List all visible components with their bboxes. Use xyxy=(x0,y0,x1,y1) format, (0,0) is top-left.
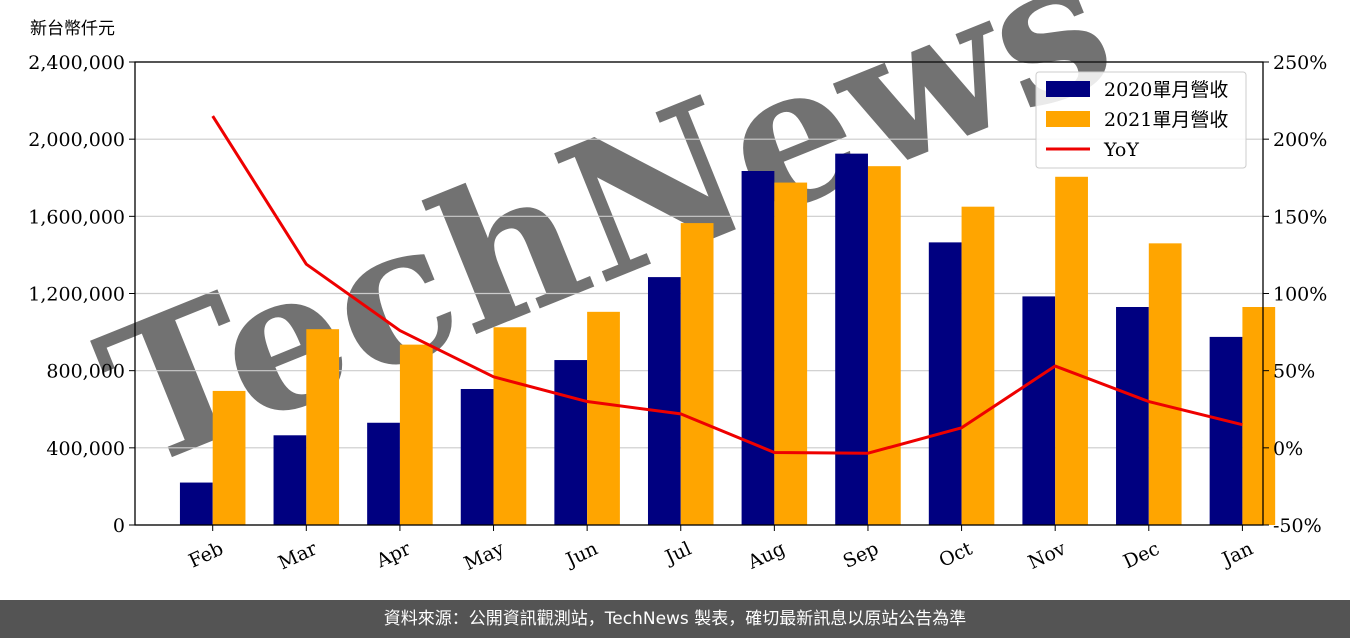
bar-2021 xyxy=(961,206,995,525)
bar-2021 xyxy=(680,223,714,525)
left-tick-label: 1,600,000 xyxy=(28,206,125,228)
bar-2020 xyxy=(367,422,400,525)
x-tick-label: Sep xyxy=(840,538,882,573)
bar-2021 xyxy=(1148,243,1182,525)
bar-2020 xyxy=(1116,307,1149,525)
bar-2020 xyxy=(647,277,681,525)
bar-2020 xyxy=(1209,336,1243,525)
yoy-line xyxy=(211,115,1243,455)
bar-2021 xyxy=(399,344,433,525)
x-tick-label: Jan xyxy=(1217,538,1256,572)
legend-label: YoY xyxy=(1103,139,1139,161)
source-footer: 資料來源：公開資訊觀測站，TechNews 製表，確切最新訊息以原站公告為準 xyxy=(0,600,1350,638)
right-tick-label: 100% xyxy=(1273,284,1327,306)
left-tick-label: 1,200,000 xyxy=(28,284,125,306)
right-tick-label: 0% xyxy=(1273,438,1303,460)
left-tick-label: 0 xyxy=(113,515,125,537)
bar-2021 xyxy=(867,166,901,526)
legend-label: 2020單月營收 xyxy=(1104,79,1228,101)
bar-2020 xyxy=(741,170,775,525)
revenue-chart: TechNews 0 -50%400,000 0%800,000 50%1,200,0… xyxy=(28,0,1327,575)
x-tick-label: May xyxy=(461,537,508,575)
bar-2021 xyxy=(774,182,808,525)
bar-2020 xyxy=(835,153,868,525)
legend-label: 2021單月營收 xyxy=(1104,109,1228,131)
x-tick-label: Mar xyxy=(275,537,321,574)
left-tick-label: 2,400,000 xyxy=(28,52,125,74)
yoy-line-group xyxy=(211,115,1243,455)
bar-2020 xyxy=(1022,296,1056,525)
x-tick-label: Oct xyxy=(936,537,976,571)
bar-2021 xyxy=(1242,307,1276,525)
bar-2020 xyxy=(179,482,213,525)
bar-2020 xyxy=(460,388,494,525)
bar-2021 xyxy=(1055,176,1088,526)
bar-2020 xyxy=(554,360,588,525)
bar-2021 xyxy=(306,329,340,525)
x-tick-label: Feb xyxy=(185,538,227,573)
legend: 2020單月營收 2021單月營收 YoY xyxy=(1035,71,1247,169)
bar-2021 xyxy=(212,390,246,525)
x-tick-label: Dec xyxy=(1120,538,1163,574)
legend-swatch xyxy=(1046,111,1090,127)
bar-2020 xyxy=(273,435,307,525)
x-tick-label: Aug xyxy=(744,538,789,574)
right-tick-label: 250% xyxy=(1273,52,1327,74)
left-tick-label: 800,000 xyxy=(46,361,125,383)
legend-swatch xyxy=(1046,81,1090,97)
x-tick-label: Jul xyxy=(660,538,695,570)
right-tick-label: -50% xyxy=(1273,515,1322,537)
x-tick-label: Apr xyxy=(372,537,415,573)
x-tick-label: Nov xyxy=(1025,537,1070,573)
bar-2021 xyxy=(493,327,527,525)
right-tick-label: 50% xyxy=(1273,361,1315,383)
right-tick-label: 150% xyxy=(1273,206,1327,228)
bar-2021 xyxy=(587,311,620,525)
x-tick-label: Jun xyxy=(561,538,601,572)
bars xyxy=(179,153,1276,526)
right-tick-label: 200% xyxy=(1273,129,1327,151)
plot-frame xyxy=(134,61,1264,526)
y-axis-unit-label: 新台幣仟元 xyxy=(30,19,115,39)
bar-2020 xyxy=(928,242,962,526)
left-tick-label: 2,000,000 xyxy=(28,129,125,151)
left-tick-label: 400,000 xyxy=(46,438,125,460)
